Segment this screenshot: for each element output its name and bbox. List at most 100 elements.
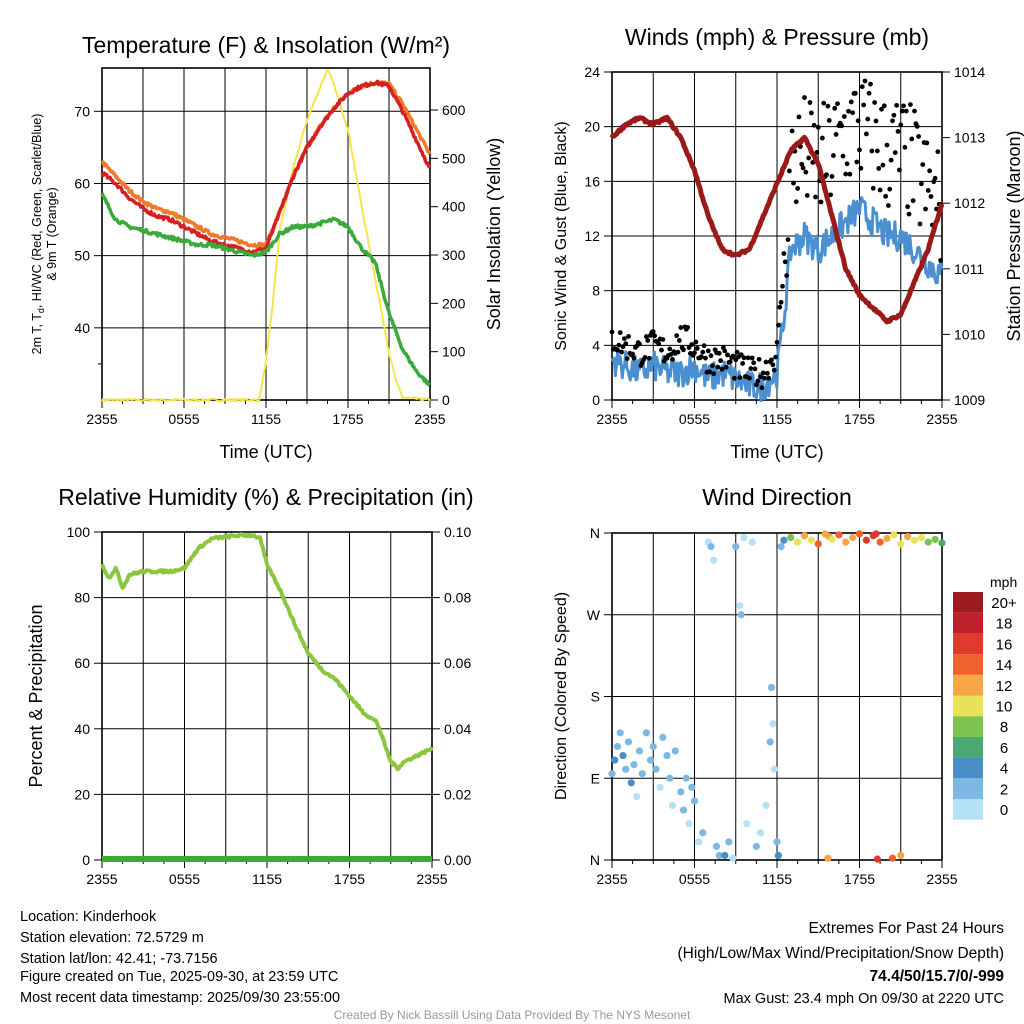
wind-direction-point bbox=[619, 751, 627, 760]
gust-point bbox=[918, 181, 924, 187]
y-tick-label: 16 bbox=[584, 173, 600, 189]
legend-label: 10 bbox=[996, 699, 1013, 716]
right-y-tick-label: 100 bbox=[442, 344, 466, 360]
plot-layer: 2355 0555 1155 1755 235540506070010020030040… bbox=[67, 64, 986, 887]
wind-direction-point bbox=[656, 783, 664, 791]
y-tick-label: 12 bbox=[584, 228, 600, 244]
wind-direction-point bbox=[712, 842, 721, 850]
gust-point bbox=[755, 378, 761, 384]
x-tick-label: 0555 bbox=[679, 411, 710, 427]
wind-direction-point bbox=[736, 602, 744, 610]
gust-point bbox=[620, 344, 626, 350]
wind-direction-point bbox=[699, 829, 707, 837]
wind-direction-point bbox=[938, 539, 946, 547]
wind-direction-point bbox=[721, 851, 729, 860]
gust-point bbox=[828, 192, 834, 198]
gust-point bbox=[868, 81, 873, 87]
wind-direction-point bbox=[814, 540, 822, 548]
y-tick-label: 0 bbox=[592, 392, 600, 408]
gust-point bbox=[884, 142, 890, 148]
y-tick-label: N bbox=[590, 525, 600, 541]
gust-point bbox=[692, 350, 697, 356]
gust-point bbox=[796, 114, 802, 120]
temperature-x-label: Time (UTC) bbox=[219, 442, 312, 462]
x-tick-label: 1755 bbox=[332, 411, 363, 427]
gust-point bbox=[637, 341, 642, 347]
gust-point bbox=[769, 357, 774, 363]
station-elevation: Station elevation: 72.5729 m bbox=[20, 930, 204, 946]
gust-point bbox=[843, 171, 849, 177]
right-y-tick-label: 1011 bbox=[954, 261, 984, 277]
gust-point bbox=[848, 99, 854, 105]
wind-direction-point bbox=[835, 531, 843, 539]
gust-point bbox=[846, 108, 851, 114]
gust-point bbox=[840, 153, 846, 159]
gust-point bbox=[839, 123, 845, 129]
gust-point bbox=[861, 102, 867, 108]
gust-point bbox=[642, 355, 648, 360]
gust-point bbox=[623, 341, 629, 347]
wind-direction-point bbox=[690, 797, 699, 805]
panel-1-axes: 2355 0555 1155 1755 2355 0 4 8 12 16 20 24 1009 1010 1… bbox=[584, 64, 985, 427]
series-line-station-pressure bbox=[609, 114, 945, 325]
gust-point bbox=[782, 259, 788, 265]
gust-point bbox=[866, 90, 872, 96]
gust-point bbox=[774, 339, 780, 345]
legend-swatch bbox=[953, 716, 983, 737]
gust-point bbox=[678, 325, 684, 330]
legend-label: 20+ bbox=[991, 595, 1017, 612]
gust-point bbox=[847, 171, 853, 177]
y-tick-label: 24 bbox=[584, 64, 600, 80]
gust-point bbox=[876, 166, 882, 171]
wind-direction-point bbox=[890, 531, 898, 539]
gust-point bbox=[609, 329, 615, 335]
gust-point bbox=[819, 135, 825, 141]
wind-direction-point bbox=[668, 801, 677, 810]
wind-direction-point bbox=[917, 533, 925, 542]
x-tick-label: 0555 bbox=[169, 871, 200, 887]
humidity-panel-title: Relative Humidity (%) & Precipitation (i… bbox=[58, 484, 473, 510]
credit-line: Created By Nick Bassill Using Data Provi… bbox=[334, 1008, 691, 1022]
gust-point bbox=[873, 118, 879, 124]
gust-point bbox=[885, 203, 891, 208]
gust-point bbox=[829, 174, 835, 179]
plot-frame bbox=[611, 71, 943, 401]
wind-direction-point bbox=[707, 543, 715, 551]
wind-direction-point bbox=[652, 765, 660, 773]
wind-direction-point bbox=[611, 756, 619, 764]
gust-point bbox=[764, 370, 770, 376]
gust-point bbox=[920, 162, 926, 168]
x-tick-label: 1155 bbox=[762, 411, 792, 427]
x-tick-label: 0555 bbox=[168, 411, 199, 427]
gust-point bbox=[824, 172, 829, 178]
gust-point bbox=[791, 180, 796, 186]
gust-point bbox=[708, 353, 714, 359]
gust-point bbox=[813, 194, 818, 200]
gust-point bbox=[852, 90, 858, 96]
gust-point bbox=[624, 356, 630, 362]
y-tick-label: 60 bbox=[74, 655, 90, 671]
gust-point bbox=[700, 349, 706, 355]
insolation-y-label: Solar Insolation (Yellow) bbox=[484, 138, 504, 330]
gust-point bbox=[652, 333, 658, 339]
humidity-y-label: Percent & Precipitation bbox=[26, 604, 46, 787]
gust-point bbox=[715, 364, 721, 370]
gust-point bbox=[826, 118, 832, 123]
gust-point bbox=[656, 341, 662, 347]
series-line-solar-insolation bbox=[101, 69, 431, 403]
gust-point bbox=[862, 78, 868, 84]
legend-swatch bbox=[953, 778, 983, 799]
gust-point bbox=[722, 348, 728, 354]
legend-title: mph bbox=[990, 574, 1017, 590]
panel-3-axes: 2355 0555 1155 1755 2355 N E S W N bbox=[587, 525, 958, 887]
gust-point bbox=[725, 352, 730, 358]
gust-point bbox=[674, 333, 680, 339]
wind-direction-point bbox=[737, 611, 745, 619]
right-y-tick-label: 200 bbox=[442, 295, 466, 311]
legend-swatch bbox=[953, 674, 983, 696]
wind-direction-point bbox=[787, 533, 795, 542]
gust-point bbox=[909, 136, 915, 142]
x-tick-label: 2355 bbox=[926, 871, 957, 887]
gust-point bbox=[660, 337, 666, 342]
gust-point bbox=[901, 103, 906, 109]
